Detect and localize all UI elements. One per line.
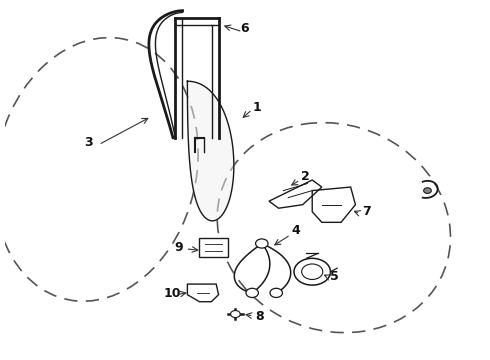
Circle shape: [270, 288, 282, 297]
Circle shape: [256, 239, 268, 248]
Circle shape: [231, 311, 240, 318]
Polygon shape: [187, 81, 234, 221]
Text: 9: 9: [174, 240, 183, 253]
Text: 4: 4: [291, 224, 300, 237]
FancyBboxPatch shape: [199, 238, 228, 257]
Text: 2: 2: [301, 170, 309, 183]
Circle shape: [424, 188, 431, 193]
Text: 8: 8: [255, 310, 264, 323]
Text: 10: 10: [163, 287, 181, 301]
Circle shape: [246, 288, 258, 297]
Text: 3: 3: [85, 136, 93, 149]
Text: 1: 1: [253, 101, 261, 114]
Text: 5: 5: [330, 270, 339, 283]
Text: 6: 6: [241, 22, 249, 35]
Text: 7: 7: [362, 205, 370, 218]
